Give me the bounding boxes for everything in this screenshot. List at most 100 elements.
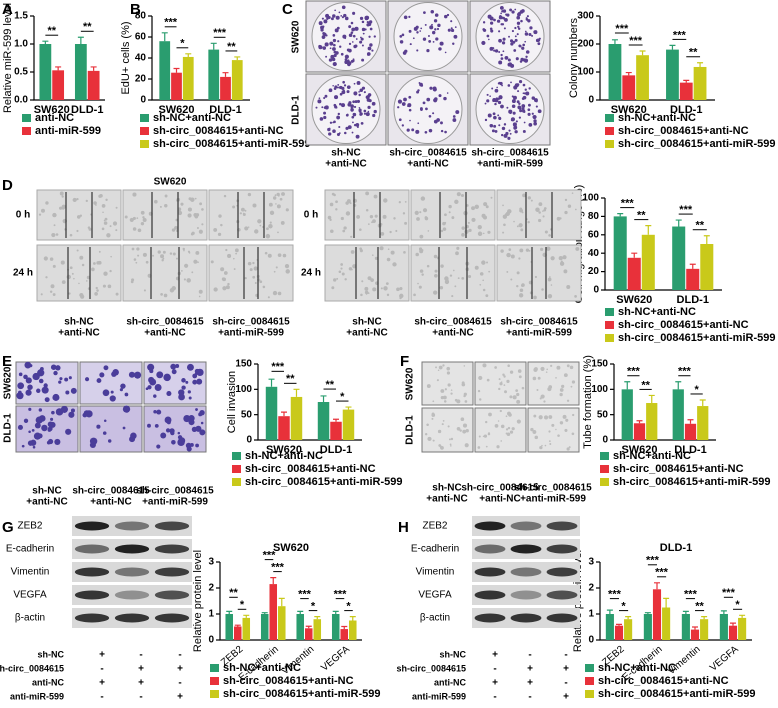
colony bbox=[528, 33, 532, 37]
condition-sign: + bbox=[138, 664, 144, 675]
legend-swatch bbox=[605, 308, 614, 316]
texture bbox=[136, 247, 140, 251]
texture bbox=[567, 204, 572, 208]
colony bbox=[498, 51, 501, 53]
texture bbox=[451, 295, 454, 298]
bar bbox=[646, 403, 658, 440]
texture bbox=[189, 443, 194, 447]
texture bbox=[181, 378, 186, 383]
colony bbox=[371, 101, 376, 106]
texture bbox=[447, 383, 451, 387]
colony bbox=[498, 81, 501, 84]
colony bbox=[432, 40, 435, 43]
colony bbox=[499, 15, 502, 18]
colony bbox=[332, 61, 337, 67]
texture bbox=[449, 443, 452, 446]
texture bbox=[444, 213, 447, 217]
texture bbox=[457, 277, 460, 280]
texture bbox=[477, 225, 482, 230]
colony bbox=[355, 134, 360, 139]
texture bbox=[499, 382, 503, 386]
column-label: +anti-NC bbox=[407, 159, 448, 170]
texture bbox=[240, 207, 245, 212]
colony bbox=[528, 103, 531, 107]
texture bbox=[549, 276, 551, 278]
colony bbox=[518, 106, 522, 110]
texture bbox=[450, 392, 453, 395]
colony bbox=[358, 93, 361, 97]
significance-label: ** bbox=[229, 587, 238, 599]
y-tick-label: 60 bbox=[135, 32, 147, 43]
colony bbox=[525, 50, 530, 54]
texture bbox=[426, 423, 429, 427]
colony bbox=[537, 42, 541, 46]
colony bbox=[333, 53, 337, 58]
colony bbox=[408, 15, 411, 18]
legend-label: sh-circ_0084615+anti-miR-599 bbox=[598, 688, 755, 700]
texture bbox=[506, 252, 511, 258]
colony bbox=[359, 88, 364, 93]
legend-label: sh-NC+anti-NC bbox=[613, 450, 691, 462]
colony bbox=[348, 101, 352, 105]
texture bbox=[145, 260, 149, 264]
y-axis-label: EdU+ cells (%) bbox=[120, 21, 132, 94]
y-tick-label: 40 bbox=[588, 248, 600, 259]
colony bbox=[515, 120, 518, 123]
texture bbox=[361, 280, 364, 283]
texture bbox=[534, 367, 538, 371]
colony bbox=[504, 56, 509, 60]
colony bbox=[322, 46, 327, 50]
colony bbox=[431, 23, 433, 26]
colony bbox=[516, 15, 521, 20]
error-bar bbox=[222, 72, 229, 77]
colony bbox=[523, 92, 526, 95]
texture bbox=[160, 254, 165, 259]
colony bbox=[341, 86, 345, 90]
column-label: +anti-NC bbox=[325, 159, 366, 170]
condition-label: sh-circ_0084615 bbox=[396, 663, 466, 673]
colony bbox=[522, 43, 526, 47]
panel-letter: B bbox=[130, 1, 141, 18]
error-bar bbox=[234, 624, 241, 627]
texture bbox=[563, 269, 568, 274]
colony bbox=[428, 128, 433, 133]
texture bbox=[331, 286, 335, 290]
texture bbox=[486, 378, 490, 382]
texture bbox=[511, 427, 515, 431]
bar bbox=[627, 257, 641, 290]
column-label: +anti-NC bbox=[26, 497, 67, 508]
colony bbox=[355, 38, 358, 40]
texture bbox=[252, 261, 255, 265]
error-bar bbox=[333, 418, 339, 422]
texture bbox=[396, 287, 400, 292]
texture bbox=[259, 280, 263, 284]
texture bbox=[392, 262, 397, 267]
bar bbox=[636, 55, 649, 100]
colony bbox=[361, 20, 365, 24]
y-tick-label: 2 bbox=[588, 583, 594, 594]
texture bbox=[132, 227, 137, 231]
texture bbox=[335, 200, 338, 204]
texture bbox=[374, 256, 379, 260]
y-tick-label: 20 bbox=[588, 266, 600, 277]
column-label: sh-NC bbox=[352, 317, 381, 328]
texture bbox=[110, 390, 114, 394]
texture bbox=[281, 192, 285, 196]
error-bar bbox=[332, 610, 339, 614]
texture bbox=[268, 202, 273, 207]
significance-label: ** bbox=[83, 21, 92, 33]
bar bbox=[728, 625, 738, 640]
colony bbox=[426, 49, 430, 53]
bar bbox=[614, 625, 624, 640]
texture bbox=[329, 202, 334, 207]
texture bbox=[50, 417, 54, 421]
texture bbox=[372, 219, 376, 224]
texture bbox=[527, 220, 530, 224]
significance-label: ** bbox=[641, 379, 650, 391]
error-bar bbox=[687, 419, 694, 424]
column-label: sh-NC bbox=[64, 317, 93, 328]
significance-label: * bbox=[346, 601, 351, 613]
texture bbox=[562, 414, 567, 419]
texture bbox=[79, 214, 83, 217]
colony bbox=[345, 113, 349, 117]
